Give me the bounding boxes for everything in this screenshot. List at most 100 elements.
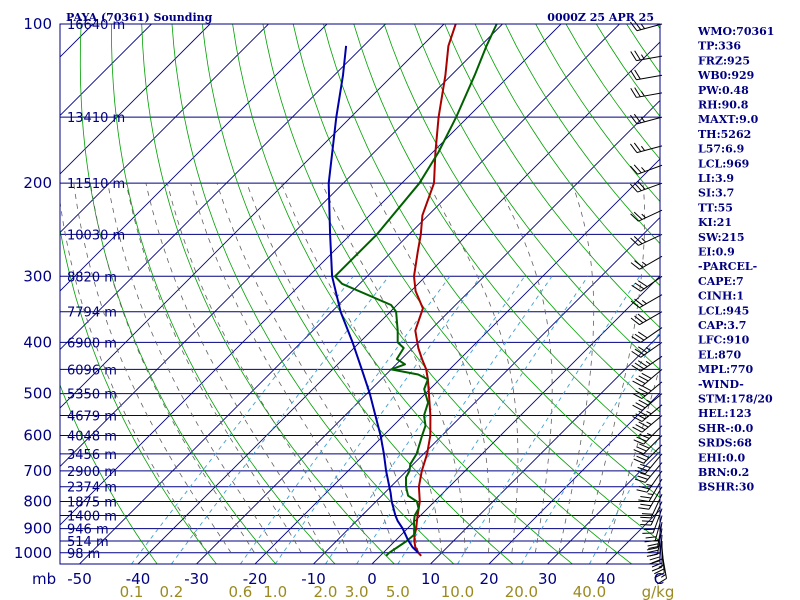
height-label: 8820 m bbox=[67, 270, 117, 285]
wind-barb-staff bbox=[637, 182, 663, 193]
wind-barb-flag bbox=[649, 556, 661, 561]
temperature-tick-label: -20 bbox=[243, 570, 268, 588]
wind-barb-staff bbox=[639, 294, 663, 309]
wind-barb-flag bbox=[641, 520, 653, 522]
wind-barb-flag bbox=[632, 393, 643, 399]
moist-adiabat-line bbox=[558, 183, 595, 553]
mixing-ratio-line bbox=[325, 276, 526, 564]
index-entry: TT:55 bbox=[698, 201, 733, 214]
wind-barb-half-flag bbox=[646, 421, 652, 425]
mixing-ratio-line bbox=[457, 276, 640, 564]
wind-barb-staff bbox=[639, 255, 663, 270]
wind-barb-flag bbox=[633, 211, 643, 220]
isotherm-line bbox=[430, 333, 660, 564]
wind-barb-staff bbox=[636, 92, 663, 98]
wind-barb-flag bbox=[630, 165, 638, 175]
wind-barb bbox=[630, 142, 663, 154]
moist-adiabat-line bbox=[166, 183, 349, 553]
wind-barb-flag bbox=[638, 387, 649, 394]
plot-frame bbox=[59, 23, 661, 565]
wind-barb-flag bbox=[646, 553, 658, 557]
dry-adiabat-line bbox=[748, 24, 800, 564]
moist-adiabat-line bbox=[427, 183, 519, 553]
wind-barb bbox=[631, 355, 663, 372]
wind-barb-flag bbox=[634, 69, 641, 80]
wind-barb-flag bbox=[636, 455, 647, 461]
wind-barb-flag bbox=[638, 375, 649, 382]
wind-barb-staff bbox=[643, 444, 663, 464]
pressure-tick-label: 800 bbox=[23, 493, 52, 511]
pressure-tick-label: 300 bbox=[23, 267, 52, 285]
wind-barb-flag bbox=[634, 478, 646, 483]
wind-barb-staff bbox=[636, 23, 663, 32]
wind-barb-half-flag bbox=[641, 167, 646, 172]
wind-barb-flag bbox=[647, 543, 659, 547]
wind-barb bbox=[631, 327, 663, 343]
wind-barb-flag bbox=[644, 540, 656, 543]
wind-barb-flag bbox=[640, 516, 652, 519]
sounding-time: 0000Z 25 APR 25 bbox=[547, 11, 654, 24]
temperature-trace bbox=[413, 24, 457, 557]
dry-adiabat-line bbox=[383, 24, 660, 413]
wind-barb-flag bbox=[631, 336, 641, 343]
wind-barb-flag bbox=[637, 180, 646, 190]
temperature-tick-label: 10 bbox=[421, 570, 440, 588]
wind-barb-flag bbox=[633, 113, 642, 124]
index-entry: MAXT:9.0 bbox=[698, 113, 759, 126]
isotherm-line bbox=[60, 24, 562, 526]
wind-barb-flag bbox=[637, 360, 648, 368]
temperature-tick-label: 0 bbox=[367, 570, 377, 588]
isotherm-line bbox=[60, 24, 269, 234]
wind-barb-half-flag bbox=[641, 54, 645, 60]
index-entry: LI:3.9 bbox=[698, 172, 734, 185]
wind-barb-flag bbox=[649, 560, 660, 565]
wind-barb-staff bbox=[640, 327, 663, 343]
dry-adiabat-line bbox=[171, 24, 455, 564]
height-label: 6900 m bbox=[67, 336, 117, 351]
height-label: 946 m bbox=[67, 523, 109, 538]
mixing-ratio-line bbox=[397, 276, 589, 564]
wind-barb bbox=[633, 425, 663, 445]
wind-barb-half-flag bbox=[640, 24, 646, 29]
mixing-ratio-line bbox=[274, 276, 481, 564]
index-entry: RH:90.8 bbox=[698, 99, 749, 112]
height-label: 10030 m bbox=[67, 228, 125, 243]
moist-adiabat-line bbox=[581, 183, 645, 553]
wind-barb bbox=[631, 341, 663, 358]
pressure-tick-label: 900 bbox=[23, 520, 52, 538]
wind-barb bbox=[630, 255, 663, 270]
dry-adiabat-line bbox=[444, 24, 660, 329]
wind-barb-flag bbox=[630, 237, 639, 246]
wind-barb-flag bbox=[637, 475, 649, 480]
wind-barb-staff bbox=[640, 275, 663, 292]
wind-barb-staff bbox=[636, 74, 663, 81]
wind-barb-staff bbox=[637, 164, 663, 175]
mixing-ratio-label: 0.6 bbox=[228, 583, 252, 600]
wind-barb-flag bbox=[633, 164, 642, 174]
dry-adiabat-line bbox=[414, 24, 660, 371]
height-label: 13410 m bbox=[67, 111, 125, 126]
height-label: 2374 m bbox=[67, 481, 117, 496]
wind-barb-flag bbox=[654, 568, 665, 575]
mixing-ratio-label: 5.0 bbox=[386, 583, 410, 600]
index-entry: BSHR:30 bbox=[698, 481, 754, 494]
wind-barb-half-flag bbox=[641, 299, 647, 305]
isotherm-line bbox=[254, 158, 660, 564]
index-entry: WB0:929 bbox=[697, 69, 754, 82]
wind-barb-half-flag bbox=[640, 117, 646, 123]
index-entry: CAPE:7 bbox=[698, 275, 744, 288]
wind-barb-flag bbox=[636, 489, 648, 493]
wind-barb bbox=[632, 404, 663, 422]
moist-adiabat-line bbox=[60, 199, 209, 554]
wind-barb-staff bbox=[639, 311, 663, 326]
isotherm-line bbox=[60, 24, 445, 409]
wind-barb-staff bbox=[641, 415, 663, 433]
wind-barb-flag bbox=[645, 536, 657, 539]
wind-barb bbox=[644, 515, 663, 543]
isotherm-line bbox=[60, 24, 503, 468]
index-entry: LCL:969 bbox=[698, 157, 749, 170]
wind-barb-flag bbox=[638, 485, 650, 490]
wind-barb-flag bbox=[630, 300, 640, 309]
index-entry: LCL:945 bbox=[698, 304, 749, 317]
wind-barb bbox=[634, 453, 663, 475]
